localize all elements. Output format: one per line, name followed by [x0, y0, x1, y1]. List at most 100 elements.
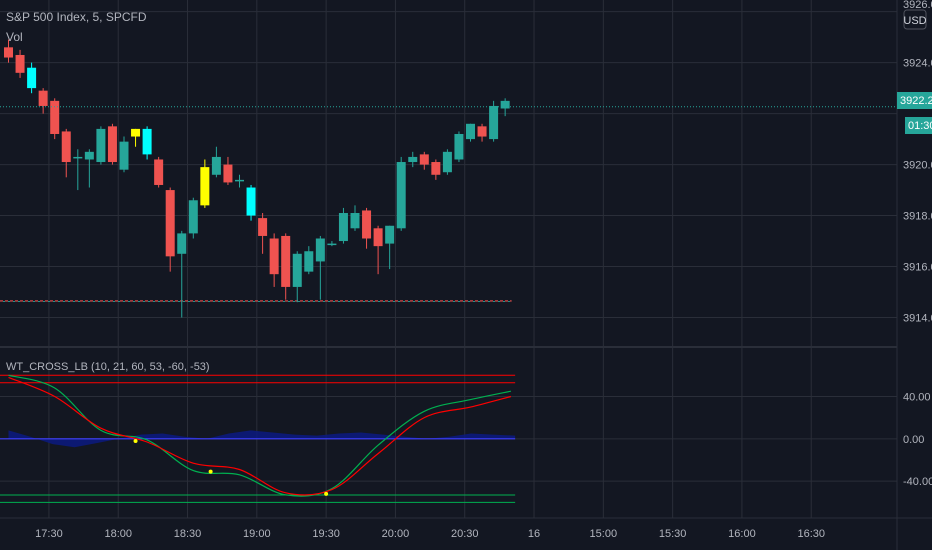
candle-body[interactable] [489, 105, 499, 140]
candle-body[interactable] [73, 156, 83, 159]
candle[interactable] [61, 128, 71, 178]
candle-body[interactable] [223, 164, 233, 183]
candle[interactable] [84, 149, 94, 188]
candle[interactable] [142, 126, 152, 160]
candle[interactable] [165, 187, 175, 272]
candle-body[interactable] [119, 141, 129, 170]
candle[interactable] [246, 184, 256, 221]
candle-body[interactable] [454, 133, 464, 160]
candle[interactable] [373, 225, 383, 275]
candle[interactable] [454, 131, 464, 163]
candle-body[interactable] [142, 128, 152, 155]
candle[interactable] [177, 230, 187, 318]
candle-body[interactable] [188, 200, 198, 234]
candle[interactable] [188, 197, 198, 239]
candle-body[interactable] [27, 67, 37, 89]
candle[interactable] [119, 136, 129, 173]
price-tag-value: 3922.27 [900, 95, 932, 107]
candle-body[interactable] [61, 131, 71, 163]
candle[interactable] [338, 207, 348, 244]
candle-body[interactable] [477, 126, 487, 137]
candle[interactable] [50, 98, 60, 140]
candle-body[interactable] [177, 233, 187, 254]
volume-label[interactable]: Vol [6, 30, 23, 44]
time-axis[interactable]: 17:30 18:00 18:30 19:00 19:30 20:00 20:30 16 15:… [35, 528, 825, 540]
candle-body[interactable] [281, 235, 291, 287]
candle-body[interactable] [466, 123, 475, 140]
candle[interactable] [96, 126, 106, 165]
candle-body[interactable] [304, 251, 314, 272]
candle[interactable] [385, 225, 395, 270]
candle-body[interactable] [373, 228, 383, 247]
candle[interactable] [154, 156, 164, 188]
price-tag-box [897, 92, 932, 109]
candle[interactable] [315, 235, 325, 300]
candle-body[interactable] [315, 238, 325, 262]
candle[interactable] [73, 149, 83, 191]
candle[interactable] [466, 123, 475, 142]
candle[interactable] [327, 241, 337, 247]
currency-badge[interactable] [903, 9, 927, 30]
candle[interactable] [419, 151, 429, 170]
candle[interactable] [200, 159, 210, 208]
candle[interactable] [500, 98, 510, 117]
oscillator-axis[interactable]: 40.00 0.00 -40.00 [903, 391, 932, 488]
candles[interactable] [4, 39, 510, 318]
candle-body[interactable] [131, 128, 141, 137]
candle-body[interactable] [327, 243, 337, 246]
time-tick-label: 16:00 [728, 528, 756, 540]
candle[interactable] [131, 128, 141, 147]
candle[interactable] [235, 174, 244, 188]
candle[interactable] [27, 62, 37, 94]
candle-body[interactable] [258, 218, 268, 236]
candle[interactable] [258, 213, 268, 254]
candle-body[interactable] [362, 210, 372, 239]
indicator-label[interactable]: WT_CROSS_LB (10, 21, 60, 53, -60, -53) [6, 361, 210, 373]
candle-body[interactable] [442, 151, 452, 173]
candle-body[interactable] [200, 167, 210, 206]
candle-body[interactable] [338, 213, 348, 242]
candle-body[interactable] [107, 126, 117, 163]
candle-body[interactable] [211, 156, 221, 175]
candle[interactable] [350, 205, 360, 231]
candle-body[interactable] [419, 154, 429, 165]
candle-body[interactable] [246, 187, 256, 216]
candle[interactable] [292, 251, 302, 303]
candle[interactable] [304, 246, 314, 275]
candle[interactable] [269, 233, 279, 287]
candle-body[interactable] [165, 190, 175, 257]
candle-body[interactable] [385, 225, 395, 244]
candle[interactable] [477, 123, 487, 142]
candle[interactable] [38, 88, 48, 114]
candle-body[interactable] [431, 162, 441, 175]
candle[interactable] [15, 49, 25, 78]
candle[interactable] [489, 100, 499, 142]
candle-body[interactable] [292, 253, 302, 287]
candle-body[interactable] [38, 90, 48, 106]
candle-body[interactable] [15, 54, 25, 73]
candle-body[interactable] [4, 47, 13, 58]
candle-body[interactable] [154, 159, 164, 185]
candle[interactable] [442, 149, 452, 175]
candle-body[interactable] [350, 213, 360, 229]
candle-body[interactable] [84, 151, 94, 160]
candle[interactable] [211, 146, 221, 178]
price-tick-label: 3920.00 [903, 160, 932, 172]
candle-body[interactable] [50, 100, 60, 134]
candle-body[interactable] [408, 156, 418, 163]
candle-body[interactable] [96, 128, 106, 163]
candle-body[interactable] [269, 238, 279, 275]
candle[interactable] [4, 39, 13, 63]
candle[interactable] [362, 207, 372, 249]
price-axis[interactable]: 3924.00 3920.00 3918.00 3916.00 3914.00 [903, 58, 932, 325]
candle-body[interactable] [235, 179, 244, 182]
candle[interactable] [223, 156, 233, 185]
candle[interactable] [408, 151, 418, 168]
oscillator-pane[interactable] [0, 374, 516, 503]
candle[interactable] [281, 233, 291, 300]
candle-body[interactable] [396, 162, 406, 229]
candle[interactable] [431, 159, 441, 180]
candle[interactable] [107, 123, 117, 165]
candle-body[interactable] [500, 100, 510, 109]
candle[interactable] [396, 156, 406, 231]
